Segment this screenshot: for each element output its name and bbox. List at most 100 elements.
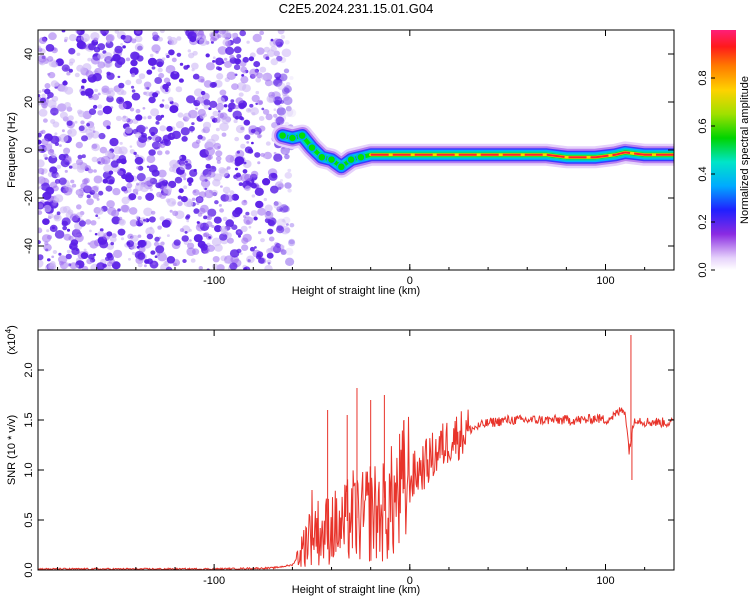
noise-speck [242, 169, 248, 174]
noise-speck [80, 90, 86, 96]
ridge-blob [277, 130, 288, 141]
noise-speck [120, 90, 127, 96]
noise-speck [266, 259, 272, 264]
noise-speck [198, 266, 203, 270]
noise-speck [223, 104, 228, 108]
noise-speck [61, 64, 70, 72]
noise-speck [274, 99, 281, 106]
noise-speck [117, 170, 124, 176]
noise-speck [58, 252, 62, 256]
noise-speck [273, 108, 277, 111]
noise-speck [108, 170, 114, 175]
noise-speck [280, 146, 290, 155]
noise-speck [255, 254, 262, 260]
noise-speck [260, 74, 267, 80]
noise-speck [246, 141, 250, 144]
noise-speck [117, 75, 121, 79]
noise-speck [265, 141, 271, 146]
noise-speck [65, 253, 72, 260]
noise-speck [115, 115, 122, 122]
noise-speck [193, 208, 200, 214]
noise-speck [71, 163, 79, 170]
noise-speck [268, 96, 275, 103]
noise-speck [283, 85, 292, 93]
noise-speck [74, 120, 78, 124]
noise-speck [131, 74, 135, 78]
y-tick-label: -40 [23, 238, 35, 254]
noise-speck [81, 78, 87, 84]
noise-speck [259, 30, 265, 36]
noise-speck [109, 137, 119, 147]
noise-speck [125, 57, 131, 62]
noise-speck [110, 241, 114, 246]
noise-speck [234, 156, 245, 166]
noise-speck [69, 262, 78, 270]
noise-speck [281, 48, 292, 58]
noise-speck [284, 182, 292, 189]
noise-speck [262, 109, 270, 115]
noise-speck [206, 214, 212, 221]
noise-speck [199, 174, 208, 182]
noise-speck [62, 80, 68, 86]
noise-speck [270, 38, 274, 42]
noise-speck [106, 200, 115, 208]
noise-speck [204, 189, 214, 199]
noise-speck [61, 30, 66, 33]
x-tick-label: 0 [407, 575, 413, 587]
noise-speck [129, 207, 138, 215]
noise-speck [276, 218, 287, 227]
noise-speck [287, 168, 292, 173]
noise-speck [69, 58, 76, 64]
spectrogram-y-axis-label: Frequency (Hz) [6, 112, 18, 188]
noise-speck [46, 234, 53, 240]
noise-speck [85, 219, 92, 225]
noise-speck [270, 58, 279, 66]
noise-speck [152, 92, 159, 98]
noise-speck [250, 107, 259, 116]
noise-speck [283, 68, 290, 74]
noise-speck [63, 151, 67, 155]
noise-speck [165, 150, 170, 155]
noise-speck [67, 115, 74, 121]
noise-speck [135, 132, 142, 138]
noise-speck [39, 185, 43, 189]
noise-speck [227, 107, 233, 113]
noise-speck [50, 107, 59, 116]
noise-speck [246, 40, 250, 44]
noise-speck [177, 112, 184, 118]
noise-speck [284, 172, 293, 179]
noise-speck [229, 190, 235, 195]
noise-speck [248, 225, 252, 229]
snr-multiplier: (x104) [4, 325, 18, 355]
noise-speck [277, 186, 282, 190]
noise-speck [54, 230, 65, 239]
noise-speck [247, 148, 254, 154]
noise-speck [76, 158, 83, 166]
noise-speck [97, 61, 106, 69]
noise-speck [46, 187, 54, 194]
noise-speck [155, 121, 160, 125]
noise-speck [87, 57, 92, 62]
noise-speck [209, 165, 217, 173]
ridge-blob [326, 154, 337, 165]
noise-speck [281, 245, 285, 248]
noise-speck [237, 261, 242, 265]
noise-speck [53, 214, 62, 222]
noise-speck [186, 177, 194, 184]
noise-speck [184, 160, 188, 164]
noise-speck [273, 78, 283, 87]
noise-speck [50, 135, 60, 144]
noise-speck [260, 152, 265, 157]
noise-speck [240, 66, 248, 73]
noise-speck [126, 240, 134, 248]
noise-speck [269, 39, 278, 47]
noise-speck [43, 243, 52, 252]
noise-speck [273, 153, 283, 162]
noise-speck [112, 187, 121, 196]
noise-speck [284, 40, 290, 45]
noise-speck [240, 143, 246, 149]
y-tick-label: 0.0 [23, 562, 35, 577]
noise-speck [48, 71, 56, 79]
noise-speck [50, 119, 56, 124]
noise-speck [51, 95, 59, 102]
